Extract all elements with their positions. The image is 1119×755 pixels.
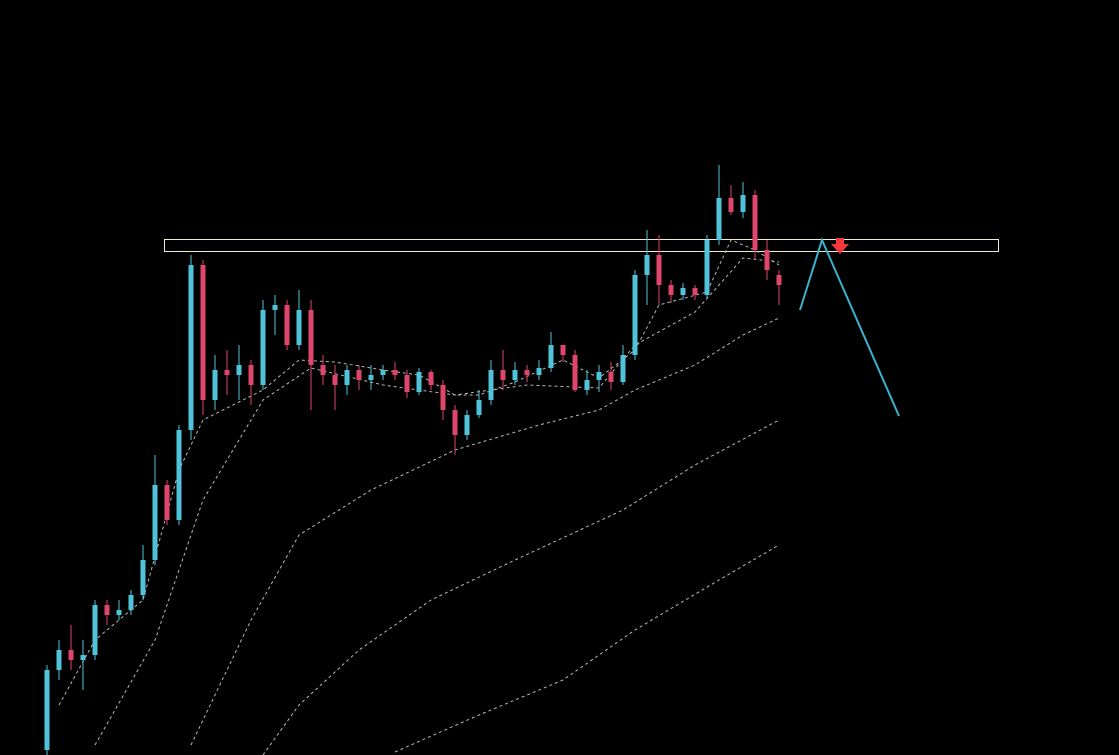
candle-body [656, 255, 662, 285]
candle-body [68, 650, 74, 660]
candle-body [524, 370, 530, 375]
candle-body [704, 240, 710, 295]
candle-body [716, 198, 722, 240]
candle-body [452, 410, 458, 435]
candle-body [260, 310, 266, 385]
candle-body [416, 372, 422, 392]
candle-body [500, 370, 506, 380]
candle-body [128, 595, 134, 610]
moving-average-line [394, 544, 780, 753]
candle-body [200, 265, 206, 400]
candle-body [512, 370, 518, 380]
candle-body [692, 288, 698, 295]
candle-body [488, 370, 494, 400]
candle-body [428, 372, 434, 385]
moving-averages [58, 239, 780, 755]
candle-body [536, 368, 542, 375]
candle-body [320, 365, 326, 375]
candle-body [272, 305, 278, 310]
candle-body [92, 605, 98, 655]
candle-body [344, 370, 350, 385]
moving-average-line [262, 419, 780, 755]
candle-body [380, 370, 386, 375]
candle-body [176, 430, 182, 520]
candle-body [464, 415, 470, 435]
sell-arrow [831, 238, 849, 254]
candle-body [608, 372, 614, 382]
candle-body [356, 370, 362, 380]
candle-body [392, 370, 398, 375]
candle-body [668, 285, 674, 295]
candle-body [404, 375, 410, 392]
candle-body [296, 310, 302, 345]
resistance-zone [164, 239, 999, 252]
candle-body [248, 365, 254, 385]
candle-body [572, 355, 578, 390]
candle-body [764, 250, 770, 270]
candles [44, 165, 782, 755]
candle-body [212, 370, 218, 400]
candle-body [584, 380, 590, 390]
candle-body [440, 385, 446, 410]
candle-body [596, 372, 602, 380]
candle-body [44, 670, 50, 750]
candle-body [752, 195, 758, 250]
candle-body [632, 275, 638, 355]
candle-body [164, 485, 170, 520]
candle-body [284, 305, 290, 345]
candle-body [308, 310, 314, 365]
candle-body [152, 485, 158, 560]
candle-body [560, 345, 566, 355]
projection-line [799, 237, 900, 417]
candle-body [80, 655, 86, 660]
candle-body [776, 275, 782, 285]
candle-body [728, 198, 734, 212]
candle-body [104, 605, 110, 615]
candle-body [140, 560, 146, 595]
candle-body [188, 265, 194, 430]
moving-average-line [58, 239, 780, 706]
candle-body [740, 195, 746, 212]
candle-body [56, 650, 62, 670]
candle-body [644, 255, 650, 275]
candle-body [224, 370, 230, 375]
candle-body [332, 375, 338, 385]
candle-body [548, 345, 554, 368]
moving-average-line [94, 257, 780, 746]
candle-body [236, 365, 242, 375]
candle-body [116, 610, 122, 615]
candle-body [620, 355, 626, 382]
candle-body [368, 375, 374, 380]
candle-body [476, 400, 482, 415]
candle-body [680, 288, 686, 295]
